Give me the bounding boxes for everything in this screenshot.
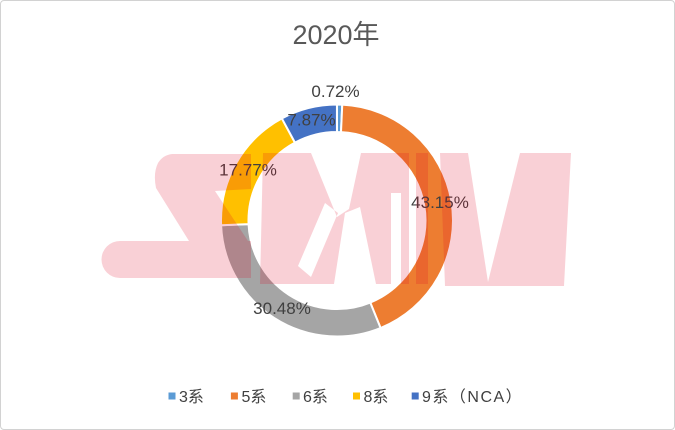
svg-text:0.72%: 0.72%: [311, 82, 359, 101]
svg-text:6系: 6系: [303, 388, 328, 406]
svg-text:43.15%: 43.15%: [411, 193, 469, 212]
svg-text:8系: 8系: [364, 388, 389, 406]
svg-text:9系（NCA）: 9系（NCA）: [422, 388, 523, 406]
svg-text:17.77%: 17.77%: [219, 161, 277, 180]
svg-text:5系: 5系: [242, 388, 267, 406]
svg-text:2020年: 2020年: [292, 20, 379, 50]
svg-text:30.48%: 30.48%: [253, 299, 311, 318]
svg-text:7.87%: 7.87%: [287, 111, 335, 130]
svg-text:3系: 3系: [179, 388, 204, 406]
